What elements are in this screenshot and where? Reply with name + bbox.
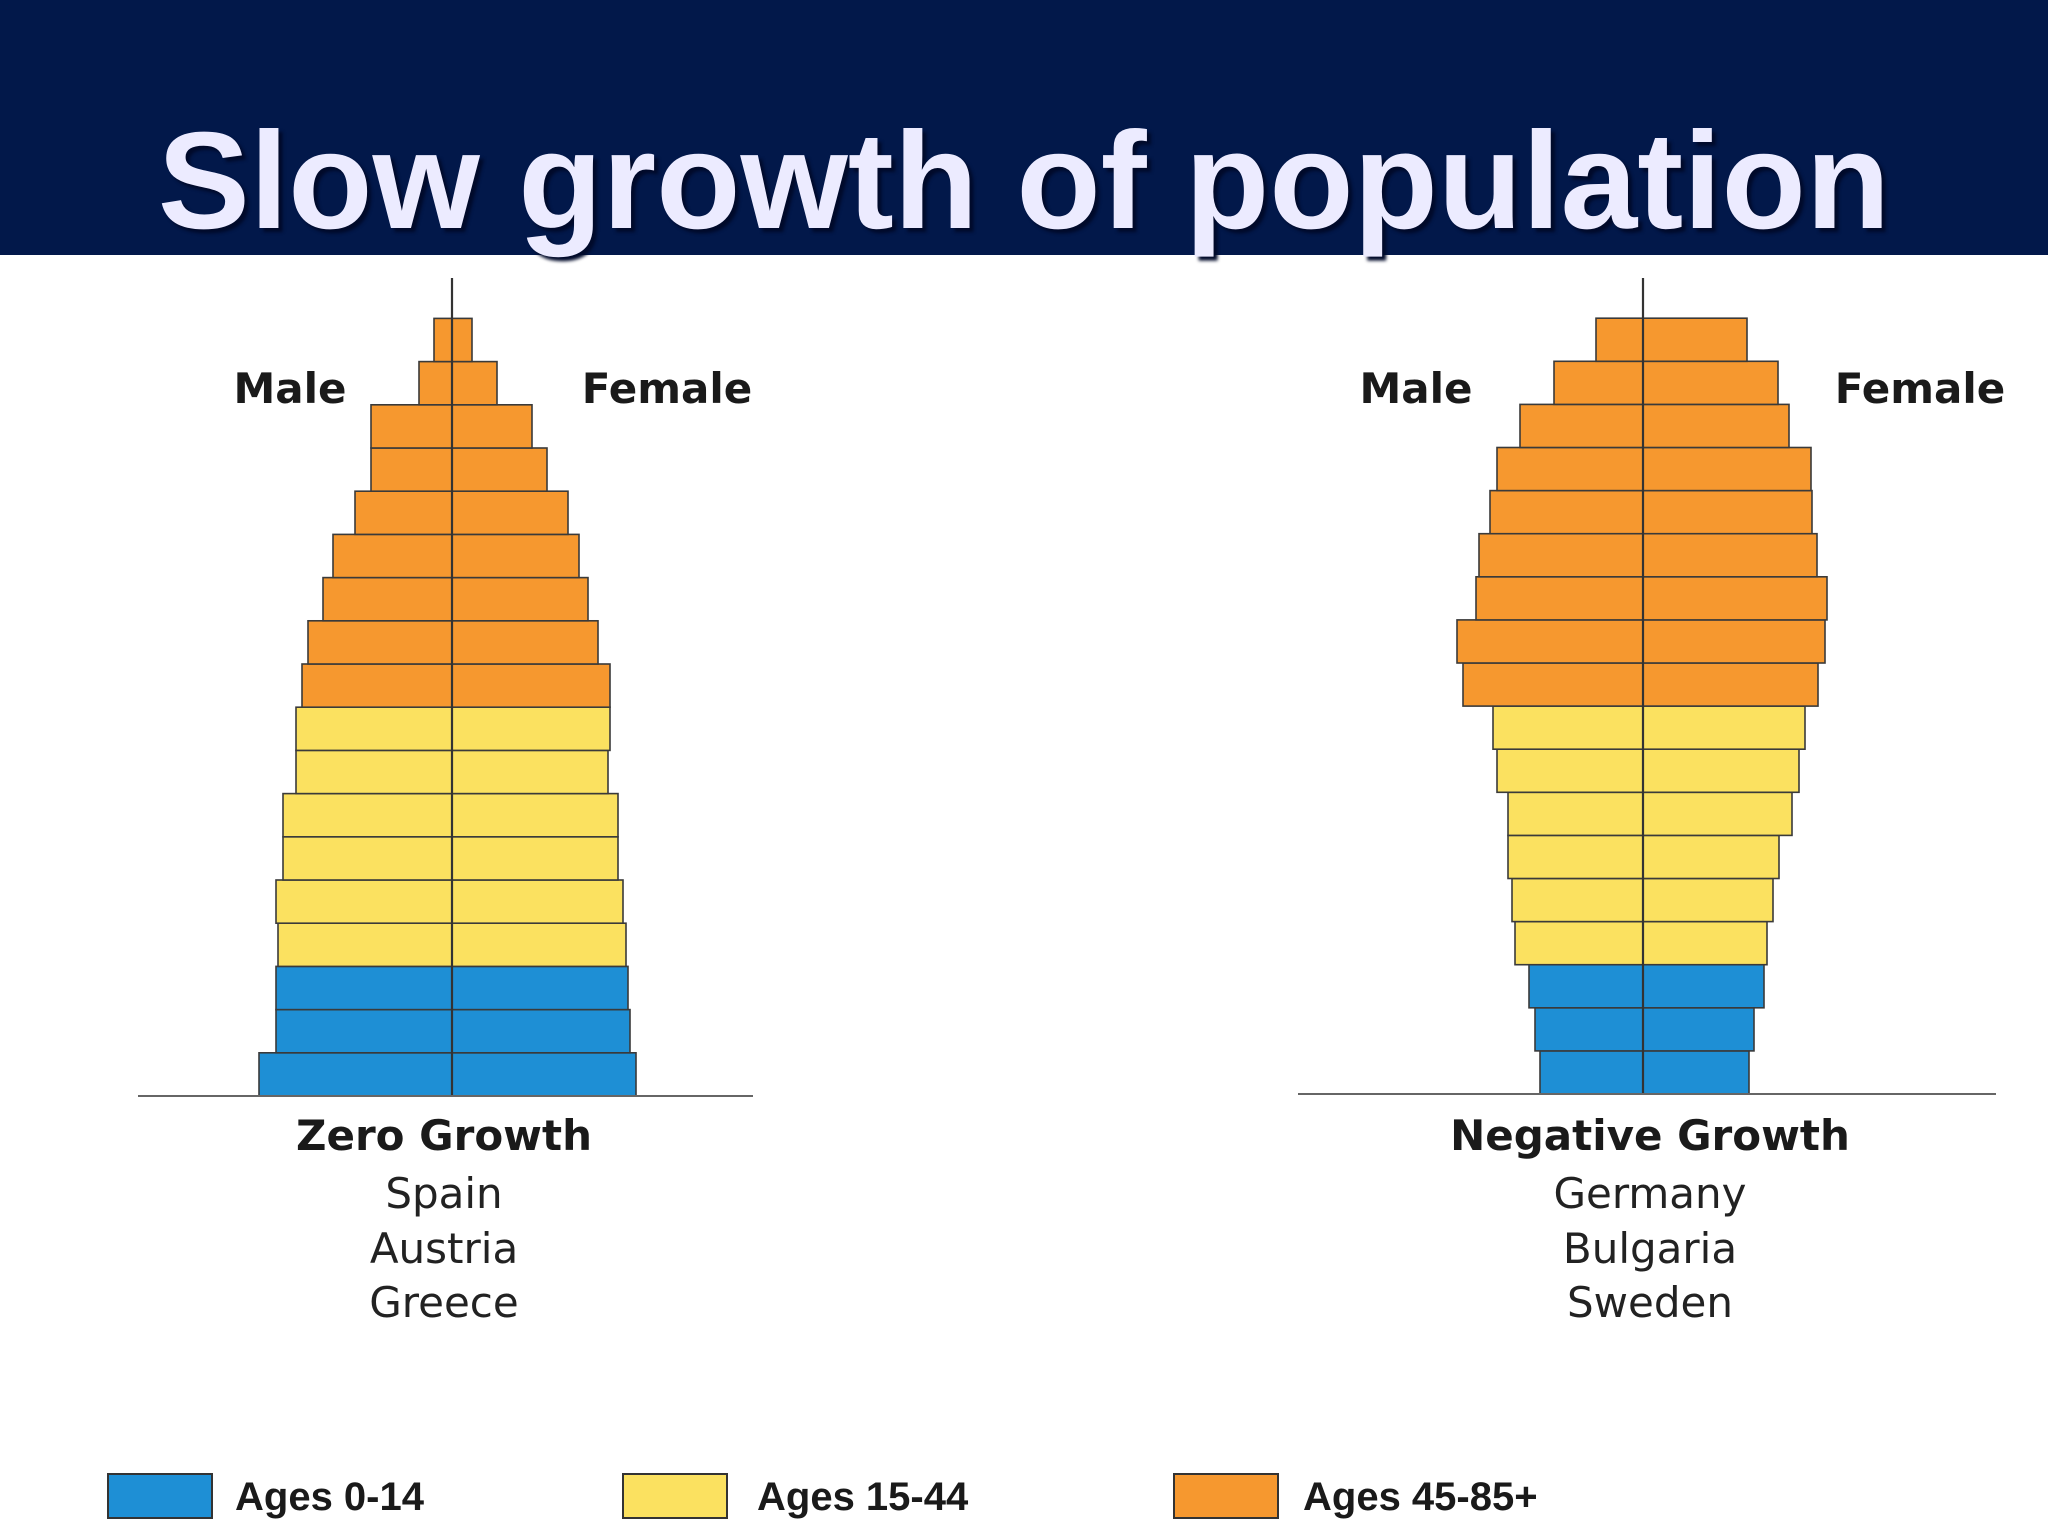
chart-1-title: Zero Growth (296, 1111, 592, 1160)
chart-2-male-bar-13 (1478, 532, 1644, 578)
chart-2-male-bar-15 (1496, 446, 1644, 492)
chart-1-male-bar-12 (322, 576, 453, 622)
chart-2-female-bar-18 (1642, 317, 1748, 363)
chart-1-female-bar-17 (451, 360, 498, 406)
chart-1-female-bar-9 (451, 706, 611, 752)
chart-1-female-bar-2 (451, 1008, 631, 1054)
slide-header (0, 0, 2048, 255)
chart-2-female-bar-7 (1642, 791, 1793, 837)
chart-2-country-2: Bulgaria (1563, 1224, 1737, 1273)
chart-2-country-3: Sweden (1567, 1278, 1733, 1327)
chart-1-female-bar-6 (451, 835, 619, 881)
chart-2-female-bar-8 (1642, 748, 1800, 794)
chart-2-male-label: Male (1359, 364, 1472, 413)
chart-1-male-bar-14 (354, 490, 453, 536)
chart-1-male-bar-2 (275, 1008, 453, 1054)
chart-1-female-bar-14 (451, 490, 569, 536)
chart-2-male-bar-16 (1519, 403, 1644, 449)
chart-1-female-bar-1 (451, 1052, 637, 1097)
chart-1-female-bar-18 (451, 317, 473, 363)
chart-2-male-bar-7 (1507, 791, 1644, 837)
chart-2-female-bar-5 (1642, 877, 1774, 923)
chart-1-male-bar-1 (258, 1052, 453, 1097)
chart-2-female-bar-14 (1642, 489, 1813, 535)
chart-1-female-bar-7 (451, 792, 619, 838)
chart-2-male-bar-1 (1539, 1050, 1644, 1095)
chart-2-male-bar-18 (1595, 317, 1644, 363)
chart-2-female-bar-17 (1642, 360, 1779, 406)
chart-1-male-bar-3 (275, 965, 453, 1011)
chart-1-female-bar-10 (451, 663, 611, 709)
chart-1-female-bar-15 (451, 447, 548, 493)
chart-1-male-bar-11 (307, 619, 453, 665)
chart-1-female-bar-11 (451, 619, 599, 665)
chart-1-male-bar-6 (282, 835, 453, 881)
chart-2-female-bar-16 (1642, 403, 1790, 449)
chart-1-male-bar-10 (301, 663, 453, 709)
chart-1-female-bar-4 (451, 922, 627, 968)
chart-1-male-bar-4 (277, 922, 453, 968)
chart-1-male-bar-5 (275, 879, 453, 925)
chart-1-female-bar-8 (451, 749, 609, 795)
chart-2-male-bar-3 (1528, 963, 1644, 1009)
chart-1-female-bar-5 (451, 879, 624, 925)
chart-1-male-bar-13 (332, 533, 453, 579)
chart-2-title: Negative Growth (1450, 1111, 1850, 1160)
chart-1-male-label: Male (233, 364, 346, 413)
legend-swatch-1 (107, 1473, 213, 1519)
chart-1-male-bar-17 (418, 360, 453, 406)
legend-label-3: Ages 45-85+ (1303, 1475, 1538, 1519)
chart-2-female-bar-2 (1642, 1006, 1755, 1052)
chart-2-male-bar-11 (1456, 619, 1644, 664)
slide-title: Slow growth of population (157, 104, 1891, 258)
chart-1-female-label: Female (582, 364, 752, 413)
chart-1-country-2: Austria (370, 1224, 518, 1273)
chart-2-male-bar-14 (1489, 489, 1644, 535)
chart-2-male-bar-17 (1553, 360, 1644, 406)
chart-1-male-bar-8 (295, 749, 453, 795)
legend-swatch-3 (1173, 1473, 1279, 1519)
chart-2-female-bar-11 (1642, 619, 1826, 664)
chart-2-female-bar-12 (1642, 575, 1828, 621)
chart-1-male-bar-18 (433, 317, 453, 363)
chart-1-female-bar-3 (451, 965, 629, 1011)
chart-2-male-bar-5 (1511, 877, 1644, 923)
chart-1-female-bar-12 (451, 576, 589, 622)
chart-2-male-bar-12 (1475, 575, 1644, 621)
chart-1-male-bar-15 (370, 447, 453, 493)
chart-2-female-bar-13 (1642, 532, 1818, 578)
chart-2-female-bar-4 (1642, 920, 1768, 966)
chart-2-female-label: Female (1835, 364, 2005, 413)
chart-1-male-bar-9 (295, 706, 453, 752)
chart-2-male-bar-9 (1492, 705, 1644, 750)
chart-1-country-1: Spain (385, 1169, 502, 1218)
chart-2-country-1: Germany (1553, 1169, 1746, 1218)
chart-1-female-bar-16 (451, 403, 533, 449)
chart-2-male-bar-4 (1514, 920, 1644, 966)
chart-2-female-bar-1 (1642, 1050, 1750, 1095)
legend-label-2: Ages 15-44 (757, 1475, 969, 1519)
chart-2-male-bar-6 (1507, 834, 1644, 880)
chart-2-female-bar-9 (1642, 705, 1806, 750)
chart-2-female-bar-10 (1642, 662, 1819, 707)
chart-2-male-bar-8 (1496, 748, 1644, 794)
chart-2-male-bar-2 (1534, 1006, 1644, 1052)
legend-label-1: Ages 0-14 (235, 1475, 425, 1519)
legend-swatch-2 (622, 1473, 728, 1519)
chart-2-female-bar-6 (1642, 834, 1780, 880)
chart-1-male-bar-16 (370, 403, 453, 449)
chart-2-male-bar-10 (1462, 662, 1644, 707)
chart-1-female-bar-13 (451, 533, 580, 579)
chart-2-female-bar-15 (1642, 446, 1812, 492)
chart-1-country-3: Greece (369, 1278, 519, 1327)
chart-1-male-bar-7 (282, 792, 453, 838)
chart-2-female-bar-3 (1642, 963, 1765, 1009)
